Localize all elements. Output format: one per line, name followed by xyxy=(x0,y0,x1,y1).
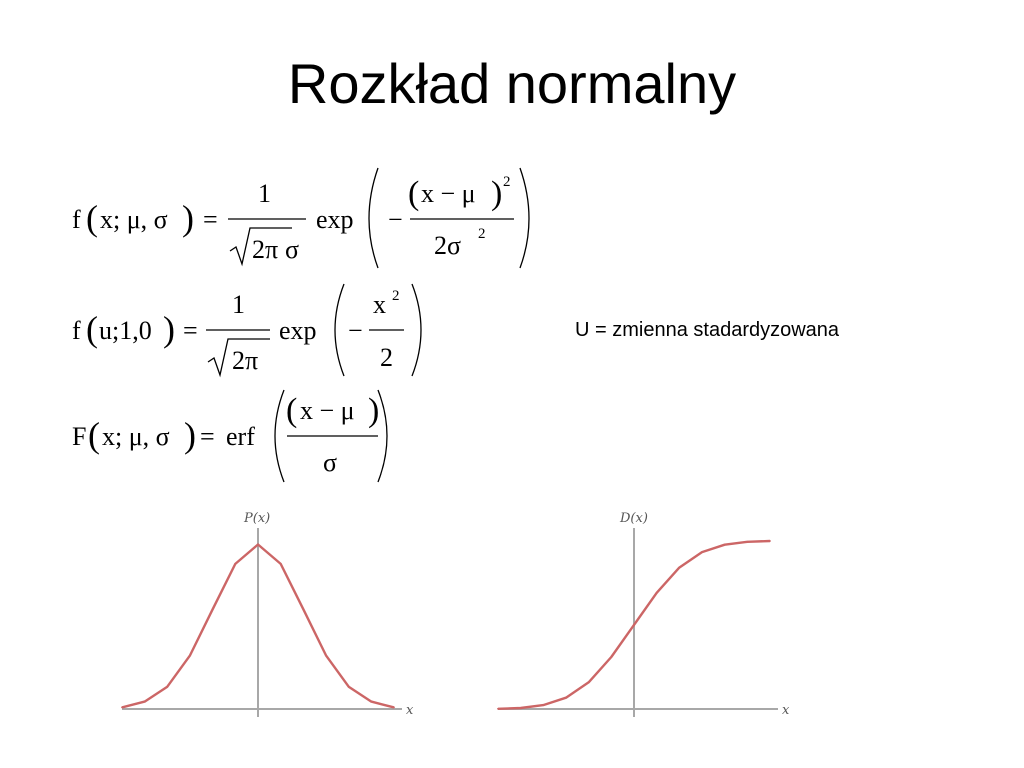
f2-den-sqrt: 2π xyxy=(232,346,258,375)
f2-big-lparen xyxy=(334,283,345,377)
f3-inner-den: σ xyxy=(323,448,337,477)
chart-title: P(x) xyxy=(243,511,270,526)
data-point xyxy=(234,563,237,565)
data-point xyxy=(325,654,327,657)
data-point xyxy=(347,685,350,688)
data-point xyxy=(542,704,545,706)
f1-fn: f xyxy=(72,205,81,234)
f1-eq: = xyxy=(203,205,218,234)
chart-title: D(x) xyxy=(619,511,648,526)
data-point xyxy=(565,696,567,699)
f1-den-tail: σ xyxy=(285,235,299,264)
f1-inner-lparen: ( xyxy=(408,175,419,212)
f2-sqrt-sign xyxy=(207,338,270,378)
f3-inner-rparen: ) xyxy=(368,392,379,429)
f2-big-rparen xyxy=(411,283,422,377)
f2-eq: = xyxy=(183,316,198,345)
f1-lparen: ( xyxy=(86,198,98,238)
data-point xyxy=(519,707,522,709)
f1-inner-rparen: ) xyxy=(491,175,502,212)
x-axis-label: x xyxy=(782,703,790,718)
f2-inner-num: x xyxy=(373,290,386,319)
standardized-variable-note: U = zmienna stadardyzowana xyxy=(575,319,840,341)
data-point xyxy=(370,700,373,703)
f1-exp: exp xyxy=(316,205,354,234)
f3-big-rparen xyxy=(377,389,388,483)
data-point xyxy=(189,654,191,657)
f3-inner-num: x − μ xyxy=(300,396,355,425)
f1-inner-den: 2σ xyxy=(434,231,461,260)
f2-minus: − xyxy=(348,316,363,345)
f3-rparen: ) xyxy=(184,415,196,455)
data-point xyxy=(393,706,395,709)
slide-title: Rozkład normalny xyxy=(287,52,737,115)
f1-rparen: ) xyxy=(182,198,194,238)
f3-fn-name: erf xyxy=(226,422,255,451)
f2-exp: exp xyxy=(279,316,317,345)
f1-den-sqrt: 2π xyxy=(252,235,278,264)
f2-inner-den: 2 xyxy=(380,343,393,372)
data-point xyxy=(610,656,613,658)
f2-inner-pow: 2 xyxy=(392,288,400,304)
x-axis-label: x xyxy=(406,703,414,718)
data-point xyxy=(121,706,123,709)
f1-inner-pow: 2 xyxy=(503,174,511,190)
f1-inner-num: x − μ xyxy=(421,179,476,208)
data-point xyxy=(587,681,590,684)
data-point xyxy=(746,540,749,543)
data-point xyxy=(143,700,146,703)
data-point xyxy=(257,543,259,546)
data-point xyxy=(678,566,681,569)
data-point xyxy=(633,624,635,626)
formula-standard-pdf: f ( u;1,0 ) = 1 2π exp − x 2 2 xyxy=(72,283,422,378)
data-point xyxy=(279,563,282,565)
data-point xyxy=(655,591,658,594)
f1-minus: − xyxy=(388,205,403,234)
f2-args: u;1,0 xyxy=(99,316,152,345)
f1-inner-den-pow: 2 xyxy=(478,226,486,242)
data-point xyxy=(211,608,214,611)
chart-pdf: P(x) x xyxy=(121,511,414,718)
f2-fn: f xyxy=(72,316,81,345)
data-point xyxy=(302,608,305,611)
f1-num: 1 xyxy=(258,179,271,208)
data-point xyxy=(701,551,703,553)
chart-cdf: D(x) x xyxy=(497,511,790,718)
f3-inner-lparen: ( xyxy=(286,392,297,429)
f1-sqrt-sign xyxy=(229,227,292,267)
data-point xyxy=(497,707,499,710)
f3-fn: F xyxy=(72,422,86,451)
f1-args: x; μ, σ xyxy=(100,205,168,234)
data-point xyxy=(166,685,169,688)
f2-lparen: ( xyxy=(86,309,98,349)
f2-num: 1 xyxy=(232,290,245,319)
formula-normal-pdf: f ( x; μ, σ ) = 1 2π σ exp − ( x − μ ) 2… xyxy=(72,167,530,269)
f1-big-lparen xyxy=(368,167,379,269)
f3-big-lparen xyxy=(274,389,285,483)
f3-eq: = xyxy=(200,422,215,451)
f2-rparen: ) xyxy=(163,309,175,349)
f1-big-rparen xyxy=(519,167,530,269)
f3-lparen: ( xyxy=(88,415,100,455)
f3-args: x; μ, σ xyxy=(102,422,170,451)
formula-normal-cdf: F ( x; μ, σ ) = erf ( x − μ ) σ xyxy=(72,389,388,483)
data-point xyxy=(769,540,771,542)
data-point xyxy=(723,543,726,546)
